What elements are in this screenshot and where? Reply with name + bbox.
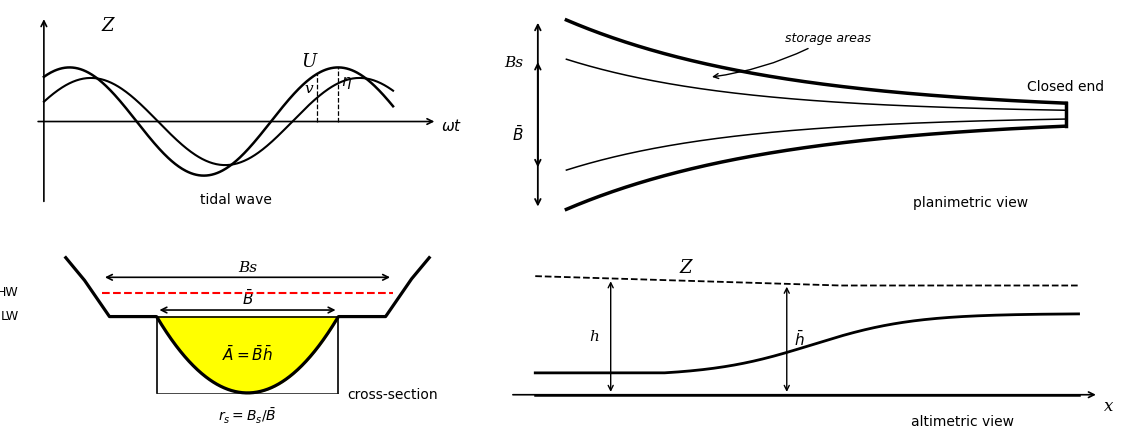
Text: $\bar{h}$: $\bar{h}$	[794, 330, 806, 349]
Text: Bs: Bs	[238, 261, 256, 275]
Text: HW: HW	[0, 286, 18, 299]
Text: h: h	[590, 329, 600, 344]
Text: $\omega t$: $\omega t$	[441, 118, 462, 134]
Text: x: x	[1104, 398, 1113, 415]
Text: Z: Z	[680, 259, 692, 277]
Text: U: U	[302, 53, 316, 71]
Text: $\eta$: $\eta$	[341, 75, 352, 91]
Text: cross-section: cross-section	[348, 389, 439, 403]
Text: altimetric view: altimetric view	[911, 415, 1015, 429]
Text: Closed end: Closed end	[1027, 79, 1105, 93]
Text: $\bar{B}$: $\bar{B}$	[512, 124, 523, 144]
Text: storage areas: storage areas	[713, 32, 871, 78]
Text: Z: Z	[101, 17, 115, 35]
Text: $\bar{A}=\bar{B}\bar{h}$: $\bar{A}=\bar{B}\bar{h}$	[222, 345, 273, 364]
Text: LW: LW	[0, 310, 18, 323]
Text: tidal wave: tidal wave	[200, 193, 272, 207]
Text: $r_s=B_s/\bar{B}$: $r_s=B_s/\bar{B}$	[218, 407, 277, 426]
Text: planimetric view: planimetric view	[914, 196, 1028, 210]
Text: v: v	[305, 82, 313, 96]
Text: $\bar{B}$: $\bar{B}$	[242, 289, 253, 308]
Text: Bs: Bs	[504, 56, 523, 70]
